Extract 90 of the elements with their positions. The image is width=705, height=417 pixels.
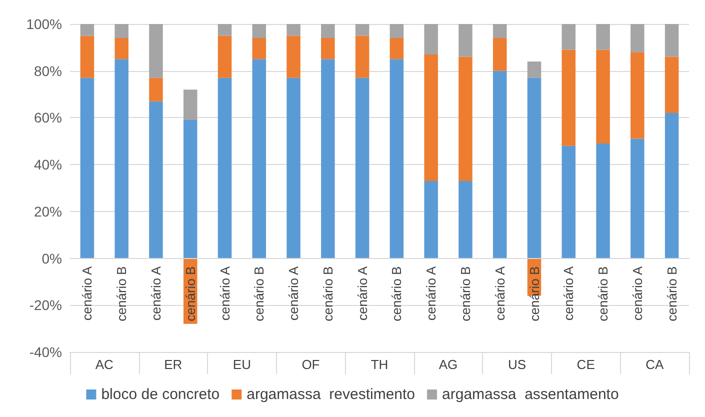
bar: [149, 24, 163, 78]
bar: [355, 36, 370, 78]
bar: [114, 59, 128, 258]
y-tick-label: 40%: [34, 156, 62, 173]
bar: [252, 24, 266, 38]
bar: [562, 24, 576, 50]
bar: [630, 24, 644, 52]
text: AG: [438, 357, 458, 372]
y-tick-label: 80%: [34, 62, 62, 79]
bar: [114, 24, 128, 38]
bar: [630, 52, 644, 139]
x-tick-label: cenário B: [182, 266, 198, 322]
legend-label: argamassa revestimento: [246, 386, 416, 403]
bar: [149, 78, 163, 102]
x-tick-label: cenário B: [114, 266, 130, 322]
bar: [458, 24, 472, 57]
bar: [664, 113, 679, 258]
bar: [252, 38, 266, 60]
x-tick-label: cenário A: [424, 266, 439, 320]
bar: [286, 24, 300, 36]
y-tick-label: 0%: [42, 250, 62, 266]
x-tick-label: cenário B: [596, 266, 611, 322]
bar: [527, 61, 542, 78]
bar: [492, 24, 507, 38]
text: CA: [646, 357, 664, 372]
x-tick-label: cenário B: [526, 266, 542, 322]
bar: [114, 38, 128, 60]
text: CE: [576, 357, 596, 372]
x-tick-label: cenário B: [252, 266, 267, 322]
bar: [218, 24, 232, 36]
x-tick-label: cenário A: [561, 266, 576, 320]
bar: [183, 120, 198, 258]
bar: [321, 24, 335, 38]
bar: [80, 36, 94, 78]
bar: [252, 59, 266, 258]
bar: [321, 38, 335, 60]
bar: [492, 38, 507, 71]
bar: [80, 78, 94, 258]
bar: [492, 70, 507, 258]
text: AC: [95, 357, 114, 372]
x-tick-label: cenário B: [320, 266, 336, 322]
text: OF: [302, 357, 320, 372]
bar: [286, 78, 300, 258]
x-tick-label: cenário A: [354, 266, 370, 320]
bar: [596, 50, 610, 144]
bar: [596, 24, 610, 50]
bar: [458, 180, 472, 258]
y-tick-label: -20%: [29, 297, 62, 314]
x-tick-label: cenário A: [80, 266, 95, 320]
x-tick-label: cenário A: [148, 266, 164, 320]
bar: [80, 24, 94, 36]
legend-label: argamassa assentamento: [442, 386, 619, 403]
bar: [664, 24, 679, 57]
text: TH: [370, 357, 388, 372]
text: EU: [232, 357, 251, 372]
bar: [218, 36, 232, 78]
x-tick-label: cenário B: [664, 266, 680, 322]
x-tick-label: cenário A: [630, 266, 645, 320]
bar: [355, 24, 370, 36]
legend-label: bloco de concreto: [101, 386, 220, 403]
bar: [630, 138, 644, 258]
bar: [183, 90, 198, 120]
bar: [424, 180, 438, 258]
bar: [218, 78, 232, 258]
y-tick-label: 100%: [26, 16, 62, 32]
bar: [596, 143, 610, 258]
bar: [149, 101, 163, 258]
bar: [424, 24, 438, 54]
x-tick-label: cenário A: [286, 266, 302, 320]
x-tick-label: cenário B: [389, 266, 404, 322]
bar: [458, 56, 472, 181]
bar: [562, 146, 576, 258]
y-tick-label: 20%: [34, 203, 62, 220]
bar: [527, 78, 542, 258]
bar: [355, 78, 370, 258]
x-tick-label: cenário A: [492, 266, 508, 320]
text: ER: [164, 357, 182, 372]
x-tick-label: cenário A: [217, 266, 232, 320]
bar: [390, 59, 404, 258]
text: US: [508, 357, 526, 372]
y-tick-label: 60%: [34, 110, 62, 126]
bar: [390, 24, 404, 38]
bar: [321, 59, 335, 258]
bar: [424, 54, 438, 181]
bar: [390, 38, 404, 60]
bar: [286, 36, 300, 78]
x-tick-label: cenário B: [458, 266, 473, 322]
bar: [562, 50, 576, 146]
y-tick-label: -40%: [29, 344, 62, 360]
bar: [664, 56, 679, 114]
